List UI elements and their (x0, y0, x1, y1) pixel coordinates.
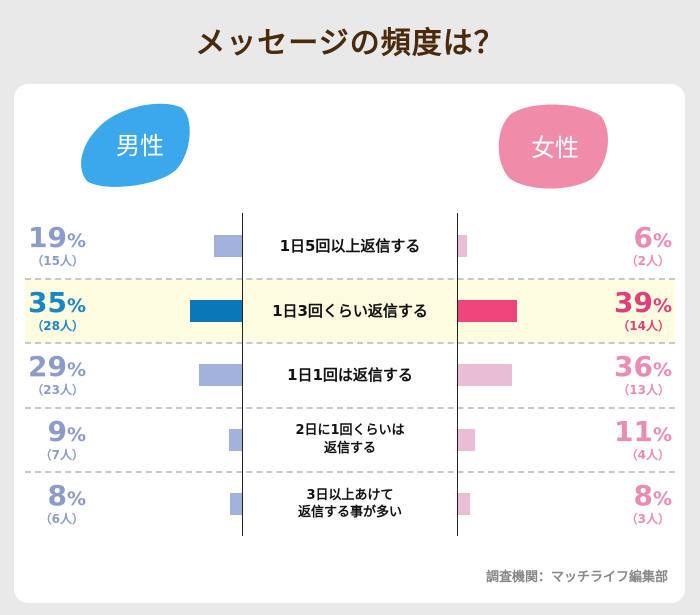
chart-row (25, 278, 675, 343)
female-percent: 36% (614, 353, 672, 381)
female-bar (458, 235, 467, 258)
female-bar (458, 299, 517, 322)
male-count: （15人） (31, 254, 84, 269)
category-label: 1日3回くらい返信する (272, 301, 428, 320)
female-value: 36 (613, 350, 653, 384)
male-value: 29 (27, 350, 67, 384)
male-count: （7人） (39, 447, 84, 462)
male-count: （6人） (39, 512, 84, 527)
male-bar (230, 493, 242, 516)
percent-unit: % (66, 294, 86, 317)
male-count: （28人） (31, 318, 84, 333)
percent-unit: % (66, 423, 86, 446)
female-value: 8 (633, 479, 653, 513)
row-divider (25, 471, 675, 473)
category-label: 1日5回以上返信する (279, 237, 421, 256)
legend-female: 女性 (531, 133, 579, 162)
percent-unit: % (652, 423, 672, 446)
female-count: （3人） (625, 512, 670, 527)
female-value: 39 (613, 285, 653, 319)
male-value: 8 (47, 479, 67, 513)
male-value: 9 (47, 414, 67, 448)
percent-unit: % (652, 294, 672, 317)
female-percent: 8% (633, 482, 672, 510)
female-bar (458, 493, 470, 516)
left-axis-line (242, 213, 243, 536)
chart-title: メッセージの頻度は？ (195, 26, 505, 61)
female-count: （4人） (625, 447, 670, 462)
percent-unit: % (652, 488, 672, 511)
male-percent: 9% (47, 414, 86, 448)
male-percent: 35% (27, 285, 86, 319)
percent-unit: % (66, 230, 86, 253)
male-bar (213, 235, 242, 258)
male-count: （23人） (31, 383, 84, 398)
credit-text: 調査機関：マッチライフ編集部 (485, 570, 668, 585)
female-count: （14人） (617, 318, 670, 333)
female-percent: 39% (613, 285, 672, 319)
legend-male: 男性 (116, 131, 164, 160)
male-value: 35 (27, 285, 67, 319)
percent-unit: % (652, 359, 672, 382)
female-count: （2人） (625, 254, 670, 269)
right-axis-line (457, 213, 458, 536)
female-value: 11 (613, 414, 653, 448)
category-label: 1日1回は返信する (287, 366, 413, 385)
female-bar (458, 428, 475, 451)
female-percent: 6% (633, 224, 672, 252)
category-label: 2日に1回くらいは 返信する (295, 423, 405, 456)
row-divider (25, 277, 675, 280)
male-percent: 19% (28, 224, 86, 252)
male-bar (228, 428, 242, 451)
male-value: 19 (27, 221, 67, 255)
female-percent: 11% (613, 414, 672, 448)
male-bar (198, 364, 242, 387)
row-divider (25, 406, 675, 409)
percent-unit: % (652, 230, 672, 253)
male-blob (81, 103, 190, 187)
male-bar (189, 299, 242, 322)
female-count: （13人） (617, 383, 670, 398)
male-percent: 8% (47, 482, 86, 510)
percent-unit: % (66, 359, 86, 382)
female-blob (498, 104, 608, 189)
percent-unit: % (66, 488, 86, 511)
row-divider (25, 342, 675, 344)
category-label: 3日以上あけて 返信する事が多い (297, 487, 402, 521)
female-bar (458, 364, 512, 387)
male-percent: 29% (28, 353, 86, 381)
female-value: 6 (633, 221, 653, 255)
